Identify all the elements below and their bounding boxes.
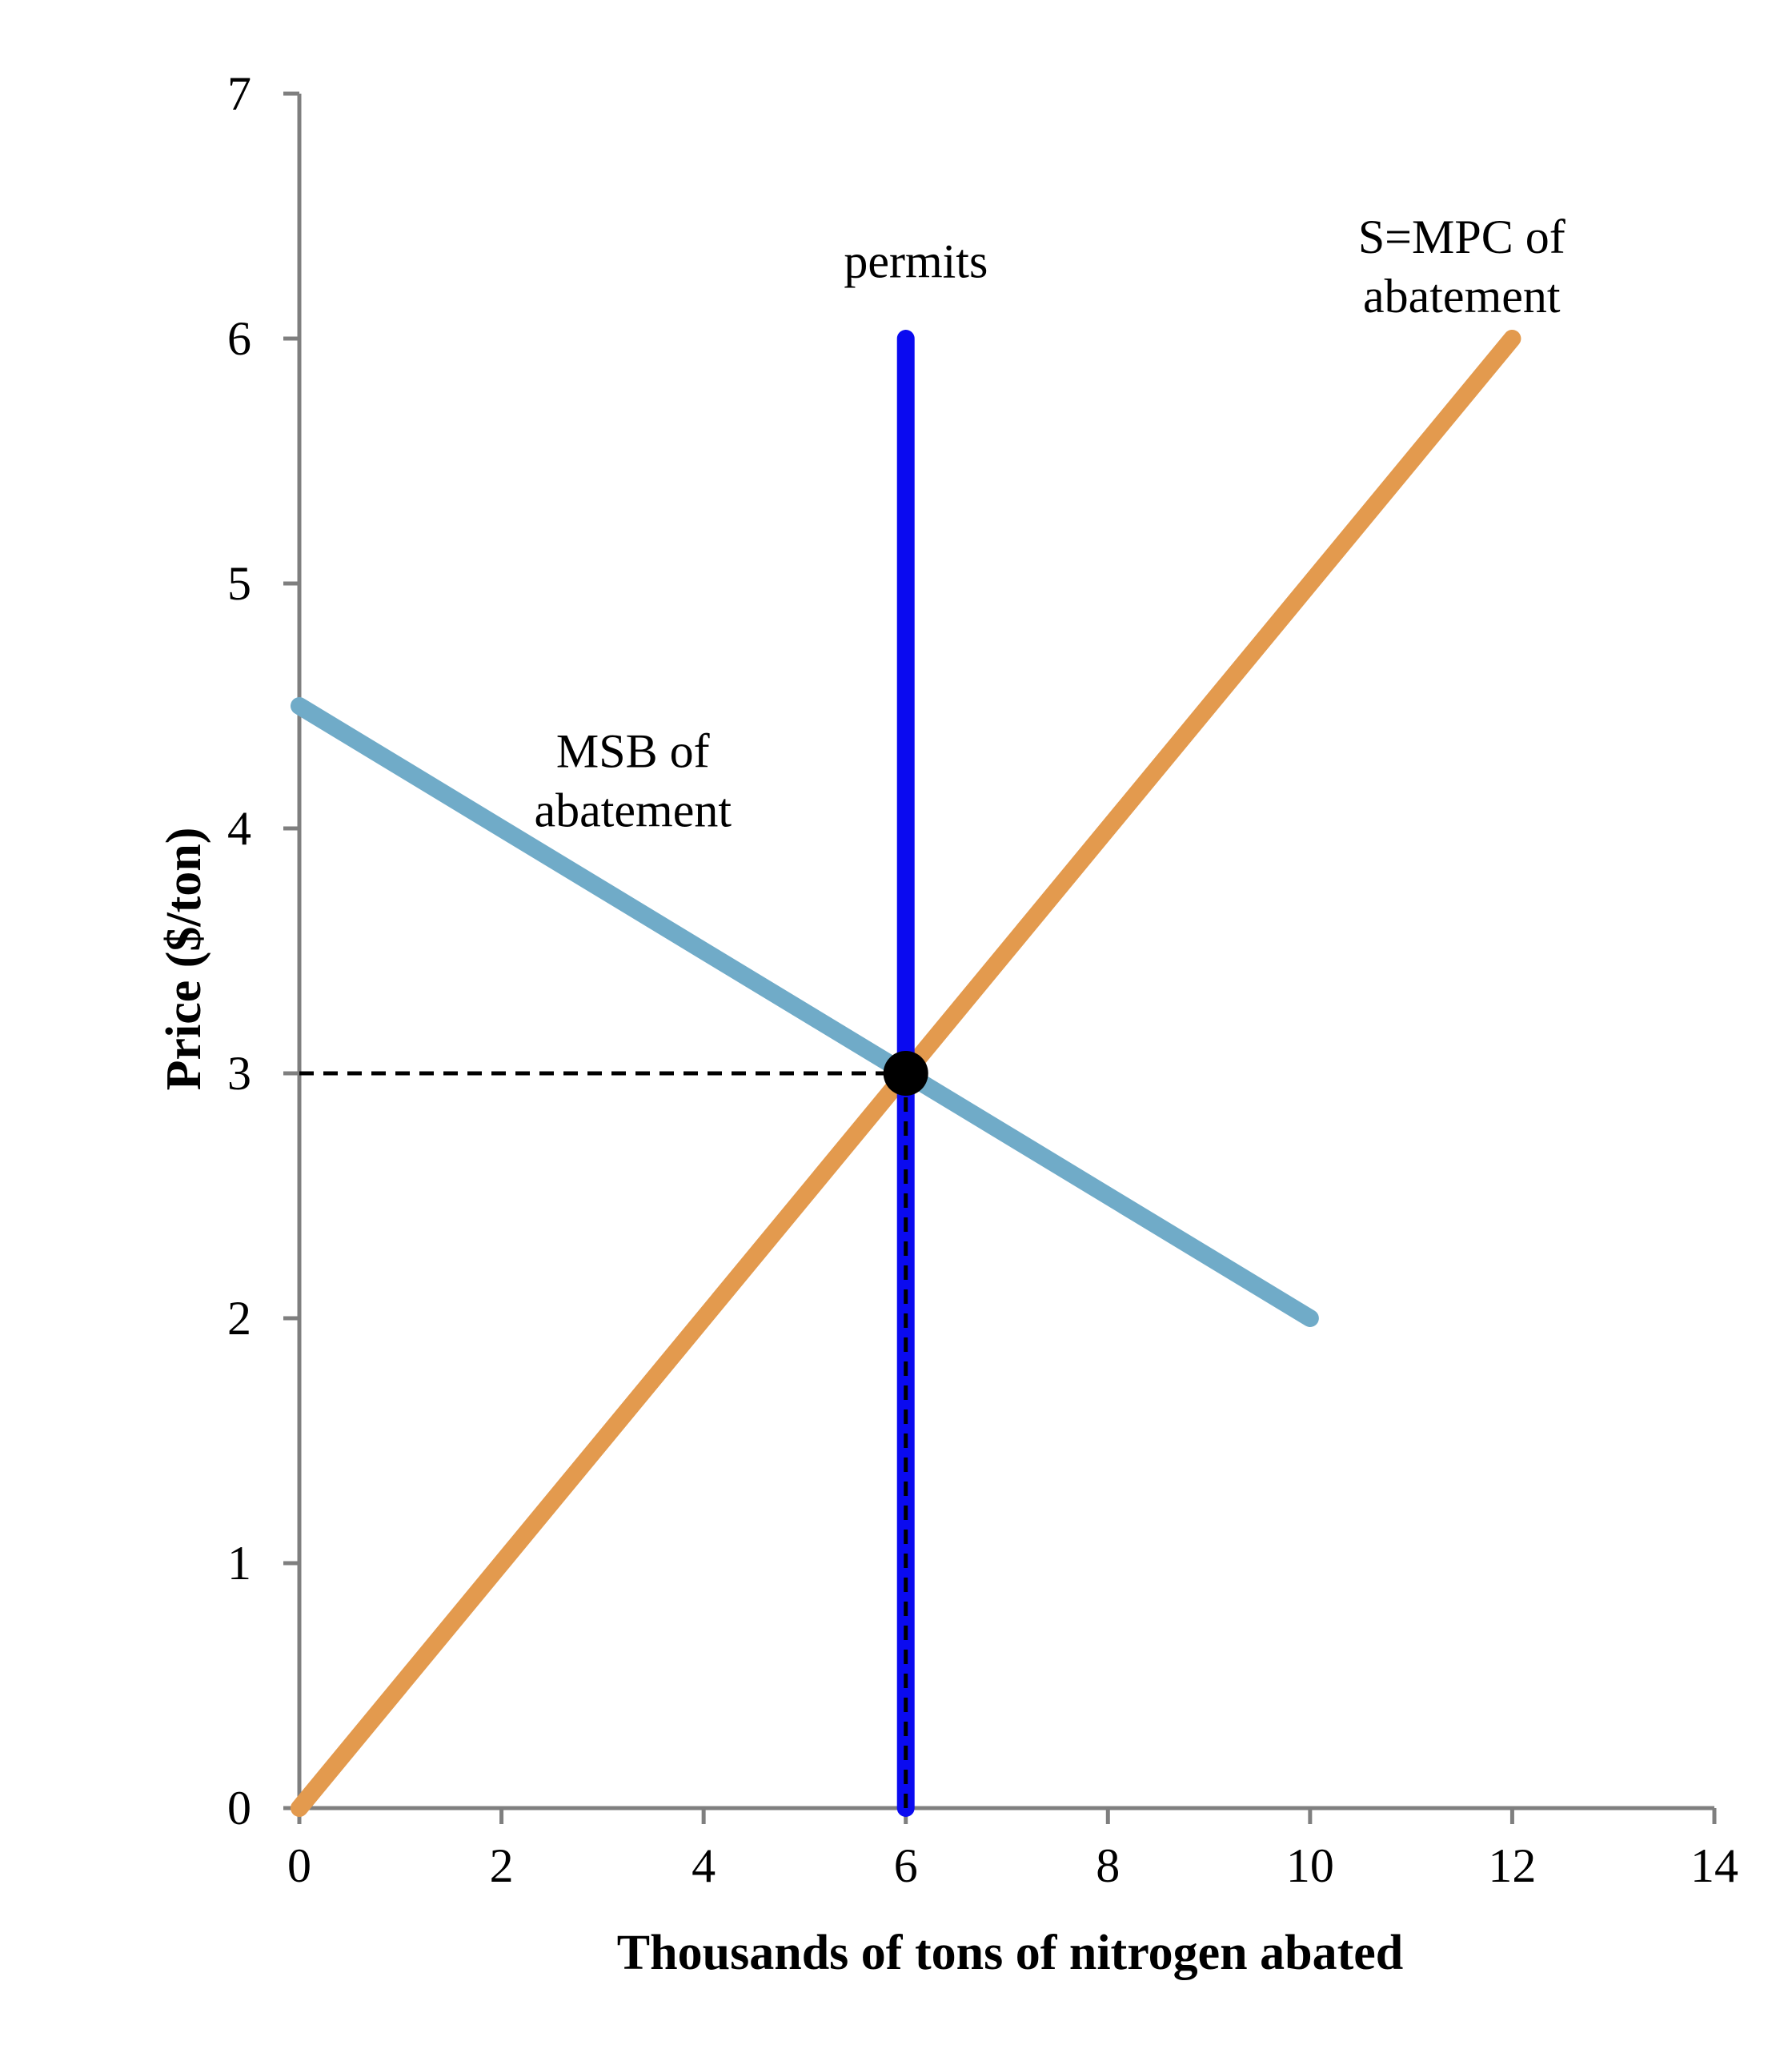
msb-of-abatement-line <box>291 697 1319 1327</box>
permits-label: permits <box>844 235 988 288</box>
x-tick-label: 10 <box>1286 1839 1334 1892</box>
x-tick-label: 0 <box>287 1839 311 1892</box>
s-mpc-of-abatement-label: S=MPC of abatement <box>1358 211 1565 323</box>
y-tick-label: 1 <box>227 1537 251 1590</box>
y-tick-label: 4 <box>227 802 251 855</box>
x-tick-label: 6 <box>894 1839 918 1892</box>
x-axis-title: Thousands of tons of nitrogen abated <box>617 1926 1403 1980</box>
y-tick-label: 0 <box>227 1782 251 1834</box>
msb-of-abatement-label: MSB of abatement <box>534 725 732 837</box>
y-tick-label: 6 <box>227 312 251 365</box>
y-tick-label: 5 <box>227 557 251 610</box>
axes <box>283 91 1717 1824</box>
s-mpc-of-abatement-label-line: abatement <box>1363 270 1561 323</box>
annotations: S=MPC of abatement permits MSB of abatement <box>534 211 1565 837</box>
s-mpc-of-abatement-label-line: S=MPC of <box>1358 211 1565 263</box>
x-tick-label: 2 <box>490 1839 514 1892</box>
y-tick-label: 2 <box>227 1292 251 1345</box>
msb-of-abatement-label-line: abatement <box>534 784 732 837</box>
equilibrium-point <box>883 1051 928 1096</box>
y-tick-label: 7 <box>227 67 251 120</box>
y-axis-title: Price ($/ton) <box>157 828 211 1091</box>
msb-of-abatement-label-line: MSB of <box>556 725 710 778</box>
x-tick-label: 12 <box>1488 1839 1536 1892</box>
x-tick-label: 4 <box>692 1839 716 1892</box>
equilibrium-marks <box>883 1051 928 1808</box>
x-tick-label: 8 <box>1096 1839 1120 1892</box>
x-tick-label: 14 <box>1690 1839 1738 1892</box>
permits-label-line: permits <box>844 235 988 288</box>
y-tick-label: 3 <box>227 1047 251 1100</box>
